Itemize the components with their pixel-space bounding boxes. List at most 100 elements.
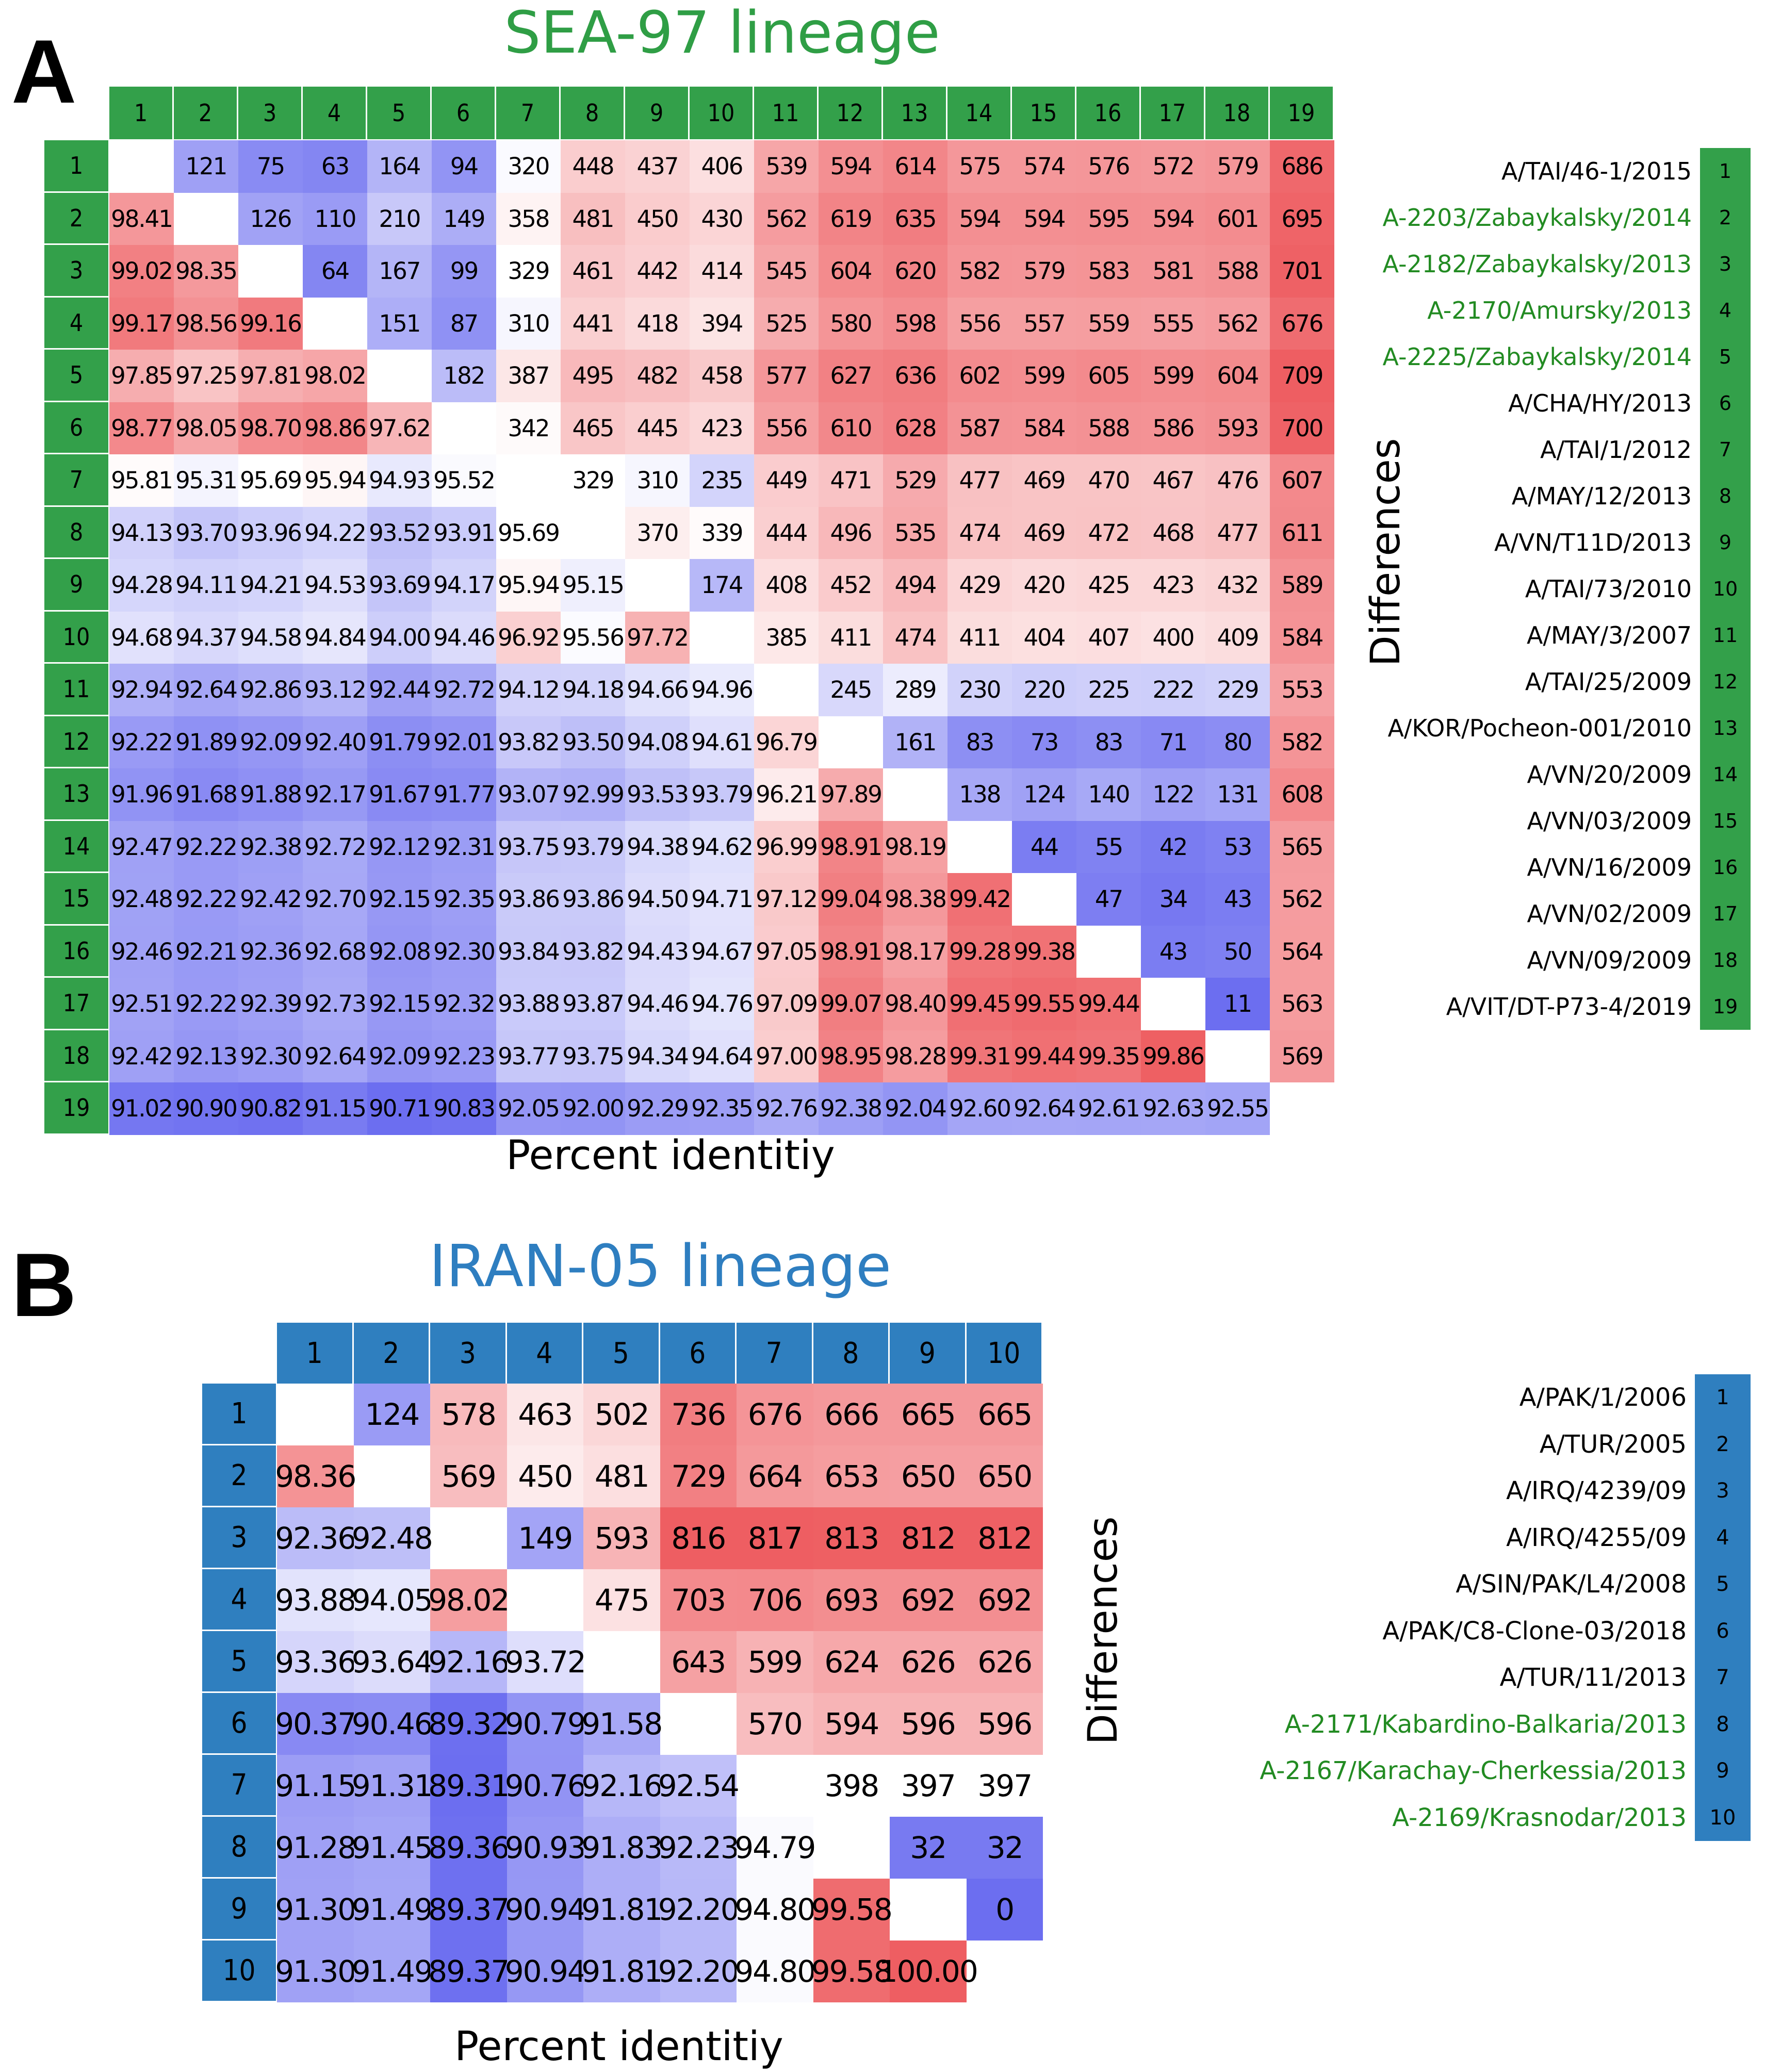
- difference-cell: 569: [430, 1445, 507, 1507]
- identity-cell: 90.46: [352, 1693, 433, 1755]
- difference-cell: 706: [737, 1569, 813, 1631]
- identity-cell: 98.86: [303, 402, 367, 454]
- identity-cell: 93.84: [496, 925, 561, 978]
- difference-cell: 471: [819, 454, 883, 507]
- difference-cell: 686: [1270, 140, 1334, 193]
- difference-cell: 703: [660, 1569, 737, 1631]
- identity-cell: 99.86: [1141, 1030, 1205, 1082]
- difference-cell: 442: [625, 245, 690, 298]
- strain-legend-row: A-2167/Karachay-Cherkessia/2013: [1197, 1748, 1692, 1795]
- identity-cell: 94.00: [367, 611, 432, 664]
- difference-cell: 553: [1270, 664, 1334, 716]
- column-header: 2: [353, 1323, 430, 1384]
- strain-name: A/VN/09/2009: [1527, 946, 1692, 974]
- difference-cell: 565: [1270, 820, 1334, 873]
- strain-name: A/PAK/1/2006: [1519, 1383, 1687, 1412]
- column-header: 10: [966, 1323, 1043, 1384]
- identity-cell: 97.25: [174, 350, 238, 402]
- difference-cell: 42: [1141, 820, 1205, 873]
- difference-cell: 584: [1270, 611, 1334, 664]
- difference-cell: 628: [883, 402, 947, 454]
- identity-cell: 93.69: [367, 559, 432, 612]
- difference-cell: 444: [754, 506, 819, 559]
- identity-cell: 91.77: [432, 768, 496, 821]
- strain-index: 5: [1695, 1561, 1751, 1608]
- identity-cell: 93.82: [496, 716, 561, 768]
- identity-cell: 94.43: [625, 925, 690, 978]
- strain-name: A-2170/Amursky/2013: [1427, 297, 1692, 324]
- identity-cell: 93.79: [561, 820, 625, 873]
- identity-cell: 92.30: [432, 925, 496, 978]
- identity-cell: 91.49: [352, 1879, 433, 1941]
- difference-cell: 409: [1205, 611, 1270, 664]
- identity-cell: 97.62: [367, 402, 432, 454]
- difference-cell: 151: [367, 297, 432, 350]
- strain-name: A/MAY/3/2007: [1527, 621, 1692, 649]
- row-header: 8: [44, 506, 108, 559]
- panel-b-xlabel: Percent identitiy: [454, 2024, 783, 2070]
- difference-cell: 320: [496, 140, 561, 193]
- identity-cell: 92.22: [174, 978, 238, 1030]
- difference-cell: 0: [966, 1879, 1043, 1941]
- identity-cell: 94.80: [734, 1941, 816, 2002]
- identity-cell: 98.28: [883, 1030, 947, 1082]
- difference-cell: 11: [1205, 978, 1270, 1030]
- difference-cell: 370: [625, 506, 690, 559]
- strain-index: 14: [1700, 751, 1751, 798]
- difference-cell: 556: [947, 297, 1012, 350]
- column-header: 7: [737, 1323, 813, 1384]
- identity-cell: 93.36: [275, 1631, 356, 1693]
- difference-cell: 449: [754, 454, 819, 507]
- difference-cell: 812: [966, 1507, 1043, 1569]
- identity-cell: 93.88: [275, 1569, 356, 1631]
- identity-cell: 89.36: [428, 1817, 510, 1879]
- identity-cell: 92.16: [428, 1631, 510, 1693]
- difference-cell: 604: [819, 245, 883, 298]
- difference-cell: 477: [1205, 506, 1270, 559]
- difference-cell: 83: [1076, 716, 1141, 768]
- difference-cell: 582: [1270, 716, 1334, 768]
- identity-cell: 91.15: [275, 1755, 356, 1817]
- identity-cell: 92.86: [238, 664, 303, 716]
- difference-cell: 692: [966, 1569, 1043, 1631]
- identity-cell: 94.84: [303, 611, 367, 664]
- identity-cell: 99.42: [947, 873, 1012, 926]
- difference-cell: 583: [1076, 245, 1141, 298]
- difference-cell: 465: [561, 402, 625, 454]
- column-header: 15: [1012, 87, 1076, 139]
- strain-legend-row: A/TAI/25/2009: [1351, 659, 1697, 705]
- column-header: 13: [883, 87, 947, 139]
- identity-cell: 92.20: [658, 1879, 740, 1941]
- panel-a-title: SEA-97 lineage: [504, 0, 940, 67]
- row-header: 3: [202, 1507, 276, 1569]
- strain-name: A/TAI/1/2012: [1540, 436, 1692, 464]
- identity-cell: 98.17: [883, 925, 947, 978]
- identity-cell: 93.70: [174, 506, 238, 559]
- panel-a-xlabel: Percent identitiy: [506, 1132, 835, 1179]
- difference-cell: 525: [754, 297, 819, 350]
- strain-legend-row: A-2203/Zabaykalsky/2014: [1351, 194, 1697, 241]
- identity-cell: 92.61: [1076, 1082, 1141, 1135]
- identity-cell: 96.99: [754, 820, 819, 873]
- difference-cell: 584: [1012, 402, 1076, 454]
- difference-cell: 222: [1141, 664, 1205, 716]
- difference-cell: 529: [883, 454, 947, 507]
- identity-cell: 98.02: [428, 1569, 510, 1631]
- identity-cell: 94.76: [690, 978, 754, 1030]
- difference-cell: 608: [1270, 768, 1334, 821]
- difference-cell: 110: [303, 192, 367, 245]
- difference-cell: 73: [1012, 716, 1076, 768]
- column-header: 14: [947, 87, 1012, 139]
- difference-cell: 693: [813, 1569, 890, 1631]
- identity-cell: 98.95: [819, 1030, 883, 1082]
- identity-cell: 89.31: [428, 1755, 510, 1817]
- difference-cell: 653: [813, 1445, 890, 1507]
- identity-cell: 92.29: [625, 1082, 690, 1135]
- row-header: 2: [44, 192, 108, 245]
- difference-cell: 149: [432, 192, 496, 245]
- column-header: 2: [174, 87, 238, 139]
- column-header: 1: [109, 87, 174, 139]
- difference-cell: 620: [883, 245, 947, 298]
- identity-cell: 92.32: [432, 978, 496, 1030]
- identity-cell: 91.30: [275, 1941, 356, 2002]
